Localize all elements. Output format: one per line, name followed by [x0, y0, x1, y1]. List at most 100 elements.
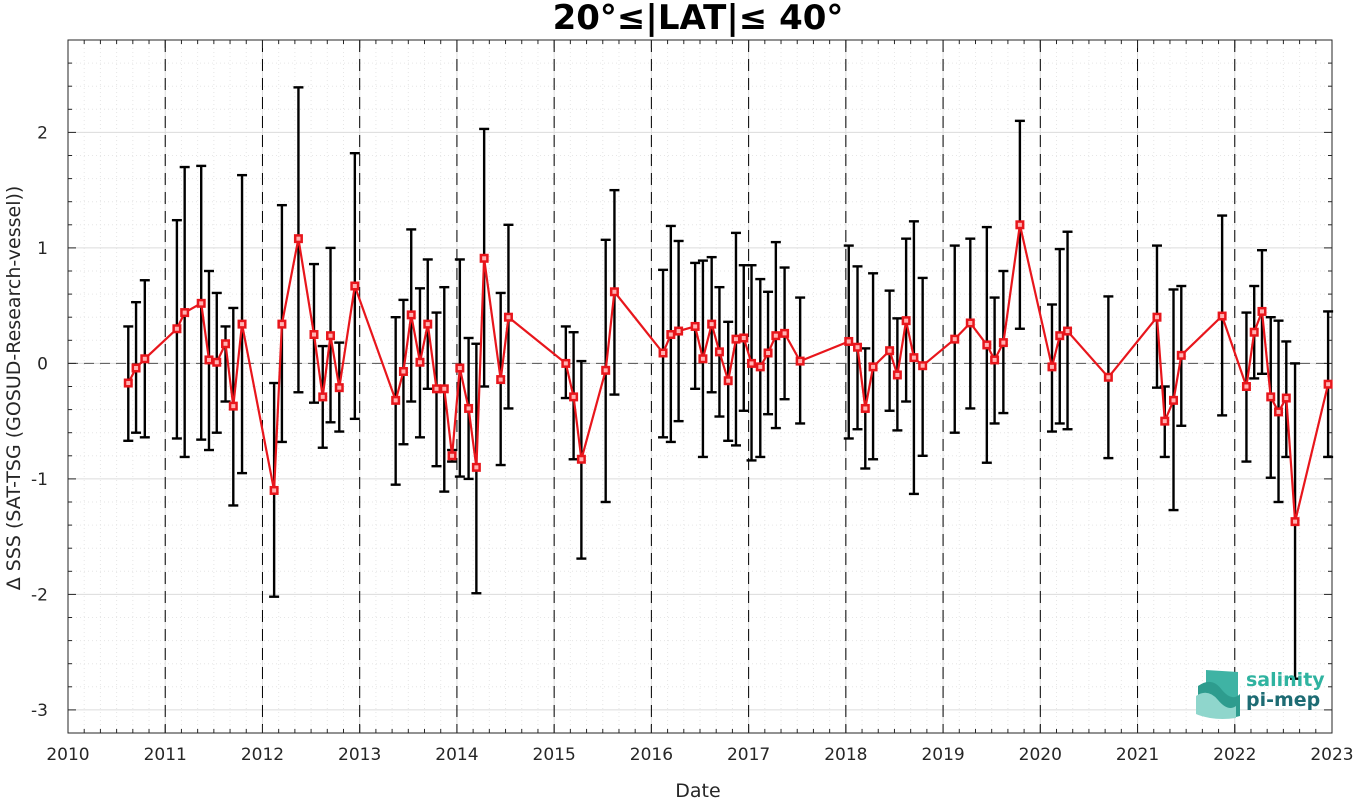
x-tick-label: 2020: [1019, 745, 1062, 765]
data-point-center: [863, 406, 868, 411]
data-point-center: [661, 351, 666, 356]
data-point-center: [223, 341, 228, 346]
data-point-center: [328, 333, 333, 338]
axis-ticks: [67, 39, 1333, 734]
logo-text-salinity: salinity: [1246, 669, 1325, 691]
y-tick-label: 0: [37, 354, 48, 374]
x-tick-label: 2012: [241, 745, 284, 765]
y-tick-label: 2: [37, 123, 48, 143]
data-point-center: [758, 364, 763, 369]
data-point-center: [1220, 314, 1225, 319]
data-point-center: [895, 372, 900, 377]
y-tick-label: -2: [31, 585, 48, 605]
data-point-center: [320, 394, 325, 399]
data-point-center: [498, 377, 503, 382]
data-point-center: [668, 332, 673, 337]
x-tick-label: 2022: [1213, 745, 1256, 765]
data-point-center: [603, 368, 608, 373]
year-dividers: [164, 40, 1236, 733]
data-point-center: [766, 351, 771, 356]
x-tick-label: 2018: [824, 745, 867, 765]
data-point-center: [1065, 329, 1070, 334]
logo-text-pimep: pi-mep: [1246, 689, 1320, 711]
data-point-center: [442, 386, 447, 391]
data-point-center: [174, 326, 179, 331]
data-point-center: [401, 369, 406, 374]
data-point-center: [1244, 384, 1249, 389]
data-point-center: [700, 356, 705, 361]
data-point-center: [214, 360, 219, 365]
data-point-center: [1057, 333, 1062, 338]
data-point-center: [571, 394, 576, 399]
data-point-center: [1326, 382, 1331, 387]
data-point-center: [466, 406, 471, 411]
data-point-center: [1049, 364, 1054, 369]
data-point-center: [1179, 353, 1184, 358]
data-point-center: [1276, 409, 1281, 414]
x-tick-label: 2016: [630, 745, 673, 765]
data-point-center: [749, 361, 754, 366]
data-point-center: [296, 236, 301, 241]
data-point-center: [1162, 419, 1167, 424]
y-tick-labels: -3 -2 -1 0 1 2: [31, 123, 48, 721]
data-point-center: [676, 329, 681, 334]
data-point-center: [1154, 315, 1159, 320]
data-markers: [123, 220, 1333, 527]
logo: salinity pi-mep: [1196, 669, 1325, 719]
data-point-center: [425, 322, 430, 327]
y-axis-label: Δ SSS (SAT-TSG (GOSUD-Research-vessel)): [3, 186, 25, 591]
data-point-center: [311, 332, 316, 337]
x-tick-label: 2014: [435, 745, 478, 765]
x-tick-label: 2023: [1310, 745, 1353, 765]
data-point-center: [1259, 309, 1264, 314]
data-point-center: [563, 361, 568, 366]
data-point-center: [952, 337, 957, 342]
data-point-center: [773, 333, 778, 338]
data-point-center: [855, 345, 860, 350]
data-point-center: [782, 331, 787, 336]
data-point-center: [231, 404, 236, 409]
data-point-center: [1252, 330, 1257, 335]
data-point-center: [1106, 375, 1111, 380]
data-point-center: [279, 322, 284, 327]
data-point-center: [693, 324, 698, 329]
data-point-center: [733, 337, 738, 342]
salinity-wave-icon: [1196, 670, 1240, 719]
data-point-center: [920, 363, 925, 368]
data-point-center: [474, 465, 479, 470]
data-point-center: [887, 348, 892, 353]
data-point-center: [182, 310, 187, 315]
data-point-center: [1001, 340, 1006, 345]
data-point-center: [726, 378, 731, 383]
x-tick-label: 2015: [533, 745, 576, 765]
data-point-center: [717, 349, 722, 354]
data-point-center: [199, 301, 204, 306]
x-tick-label: 2011: [144, 745, 187, 765]
data-point-center: [1268, 394, 1273, 399]
y-tick-label: -3: [31, 701, 48, 721]
data-point-center: [409, 312, 414, 317]
data-point-center: [272, 488, 277, 493]
data-point-center: [1284, 396, 1289, 401]
data-point-center: [142, 356, 147, 361]
data-point-center: [450, 453, 455, 458]
data-point-center: [579, 457, 584, 462]
data-point-center: [417, 360, 422, 365]
x-tick-label: 2021: [1116, 745, 1159, 765]
x-tick-label: 2013: [338, 745, 381, 765]
data-point-center: [1293, 519, 1298, 524]
data-point-center: [846, 339, 851, 344]
data-point-center: [393, 398, 398, 403]
data-point-center: [992, 357, 997, 362]
data-point-center: [134, 366, 139, 371]
data-point-center: [871, 364, 876, 369]
data-point-center: [506, 315, 511, 320]
data-point-center: [798, 359, 803, 364]
y-tick-label: -1: [31, 470, 48, 490]
x-tick-label: 2019: [921, 745, 964, 765]
data-point-center: [457, 366, 462, 371]
data-point-center: [126, 381, 131, 386]
data-point-center: [968, 320, 973, 325]
x-tick-label: 2017: [727, 745, 770, 765]
